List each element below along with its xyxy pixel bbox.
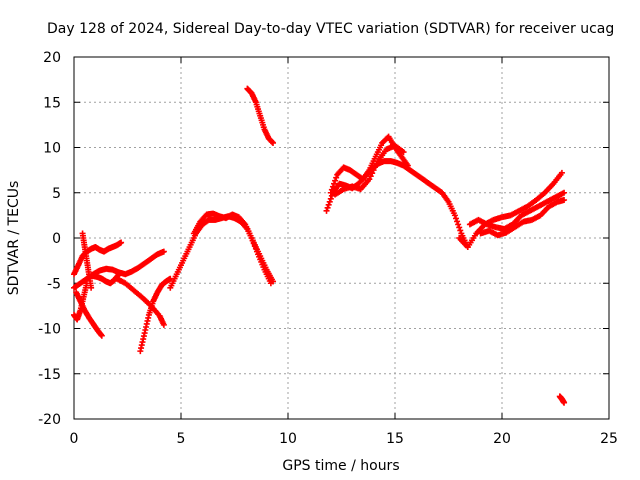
x-tick-label: 20 [493, 431, 511, 447]
data-point [404, 162, 411, 169]
y-tick-label: 15 [43, 95, 61, 111]
data-point-interp [329, 183, 336, 190]
data-point-interp [331, 180, 338, 187]
x-tick-label: 25 [600, 431, 618, 447]
x-tick-label: 5 [177, 431, 186, 447]
y-axis-label: SDTVAR / TECUs [6, 181, 22, 296]
data-point [400, 149, 407, 156]
data-point [160, 321, 167, 328]
data-point-interp [327, 195, 334, 202]
data-point-interp [454, 218, 461, 225]
data-point-interp [328, 186, 335, 193]
y-tick-label: 0 [52, 231, 61, 247]
y-tick-label: 5 [52, 186, 61, 202]
axis-ticks [73, 56, 610, 420]
data-point-interp [372, 164, 379, 171]
x-tick-label: 15 [386, 431, 404, 447]
data-point-interp [457, 227, 464, 234]
data-point [160, 248, 167, 255]
data-point [451, 212, 458, 219]
y-tick-label: -20 [38, 412, 61, 428]
data-point-interp [373, 161, 380, 168]
data-point-interp [456, 224, 463, 231]
data-point-interp [455, 221, 462, 228]
y-tick-label: -5 [47, 276, 61, 292]
data-point-interp [369, 170, 376, 177]
data-point [88, 284, 95, 291]
data-point-interp [333, 174, 340, 181]
x-axis-label: GPS time / hours [282, 458, 399, 474]
x-tick-label: 10 [279, 431, 297, 447]
x-tick-labels: 0 5 10 15 20 25 [70, 431, 618, 447]
data-point [561, 196, 568, 203]
y-tick-label: -10 [38, 322, 61, 338]
data-point [558, 169, 565, 176]
data-point [118, 239, 125, 246]
data-point-interp [367, 173, 374, 180]
data-point-interp [324, 204, 331, 211]
y-tick-label: 10 [43, 141, 61, 157]
data-point-interp [452, 215, 459, 222]
data-point [98, 332, 105, 339]
data-point [327, 189, 334, 196]
data-points [71, 85, 568, 406]
data-point [270, 139, 277, 146]
y-tick-label: 20 [43, 50, 61, 66]
data-point-interp [370, 167, 377, 174]
data-point-interp [326, 198, 333, 205]
grid-lines [74, 57, 609, 419]
data-point-interp [328, 192, 335, 199]
data-point [561, 189, 568, 196]
x-tick-label: 0 [70, 431, 79, 447]
data-point-interp [332, 177, 339, 184]
data-point-interp [325, 201, 332, 208]
data-point [115, 271, 122, 278]
y-tick-labels: -20 -15 -10 -5 0 5 10 15 20 [38, 50, 61, 428]
chart-title: Day 128 of 2024, Sidereal Day-to-day VTE… [47, 21, 614, 37]
y-tick-label: -15 [38, 367, 61, 383]
data-point [323, 207, 330, 214]
data-point [366, 176, 373, 183]
data-point [267, 280, 274, 287]
data-point [561, 399, 568, 406]
